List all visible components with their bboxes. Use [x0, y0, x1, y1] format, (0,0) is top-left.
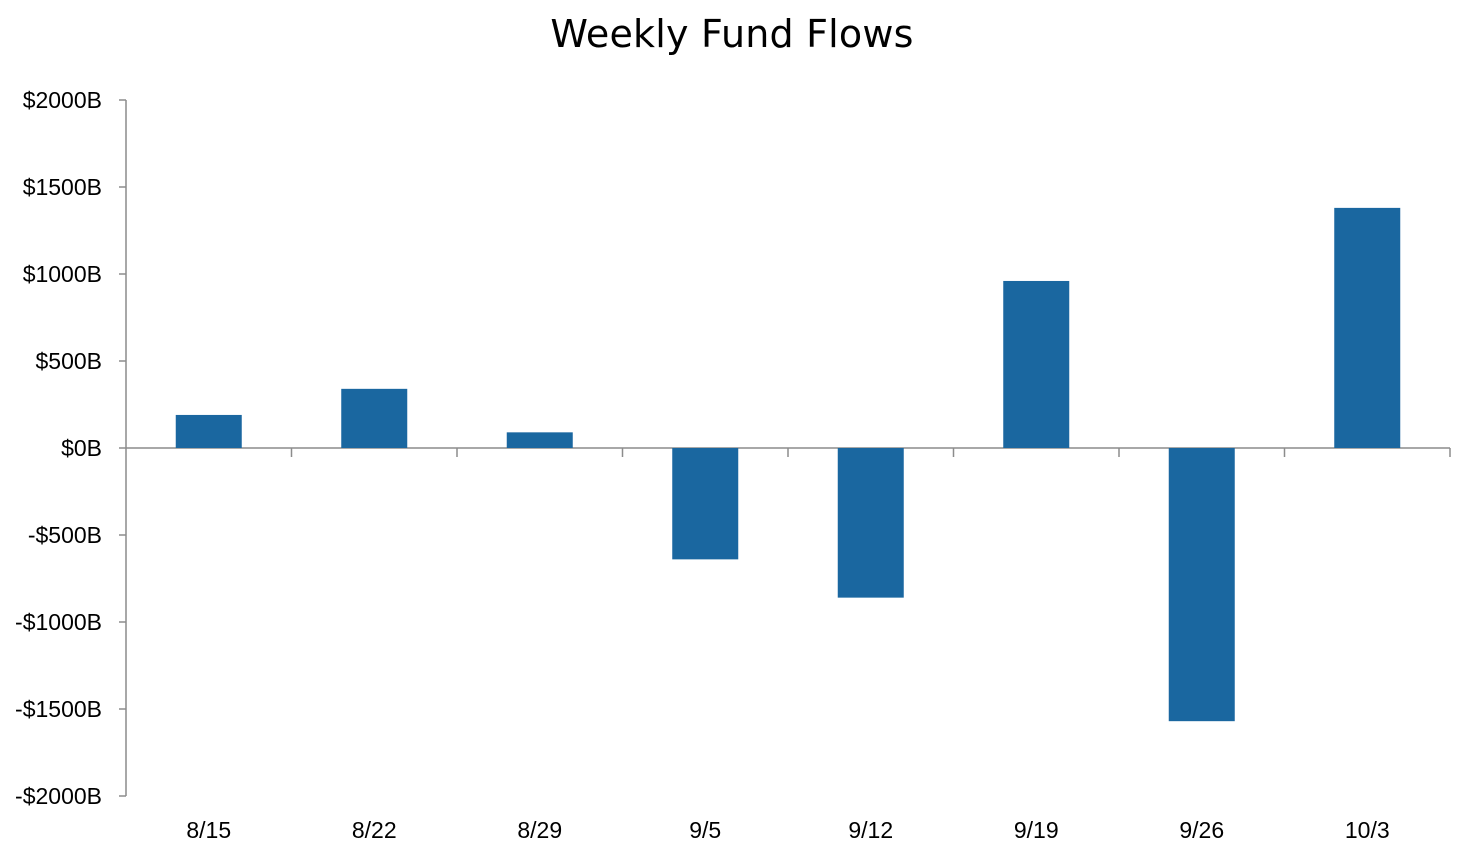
y-axis: $2000B $1500B $1000B $500B $0B -$500B -$1000B -… [15, 87, 127, 809]
x-tick-label: 9/12 [848, 817, 893, 843]
x-tick-label: 10/3 [1345, 817, 1390, 843]
bar [837, 448, 904, 598]
bar [672, 448, 739, 560]
y-tick-label: -$500B [28, 522, 102, 548]
bar [1003, 280, 1070, 448]
y-tick-label: -$1500B [15, 696, 102, 722]
x-tick-label: 8/22 [352, 817, 397, 843]
x-axis: 8/15 8/22 8/29 9/5 9/12 9/19 9/26 10/3 [126, 447, 1451, 843]
y-tick-label: $1000B [23, 261, 102, 287]
y-tick-label: -$1000B [15, 609, 102, 635]
x-tick-label: 9/19 [1014, 817, 1059, 843]
x-tick-label: 9/26 [1179, 817, 1224, 843]
x-tick-label: 9/5 [689, 817, 721, 843]
bar [1168, 448, 1235, 722]
y-tick-label: $500B [35, 348, 102, 374]
y-tick-label: $1500B [23, 174, 102, 200]
y-tick-label: -$2000B [15, 783, 102, 809]
bar [341, 388, 408, 448]
bars [175, 207, 1401, 722]
bar [506, 432, 573, 448]
y-tick-label: $0B [61, 435, 102, 461]
bar [175, 414, 242, 448]
x-tick-label: 8/15 [186, 817, 231, 843]
x-tick-label: 8/29 [517, 817, 562, 843]
chart-title: Weekly Fund Flows [550, 12, 914, 56]
y-tick-label: $2000B [23, 87, 102, 113]
bar [1334, 207, 1401, 448]
